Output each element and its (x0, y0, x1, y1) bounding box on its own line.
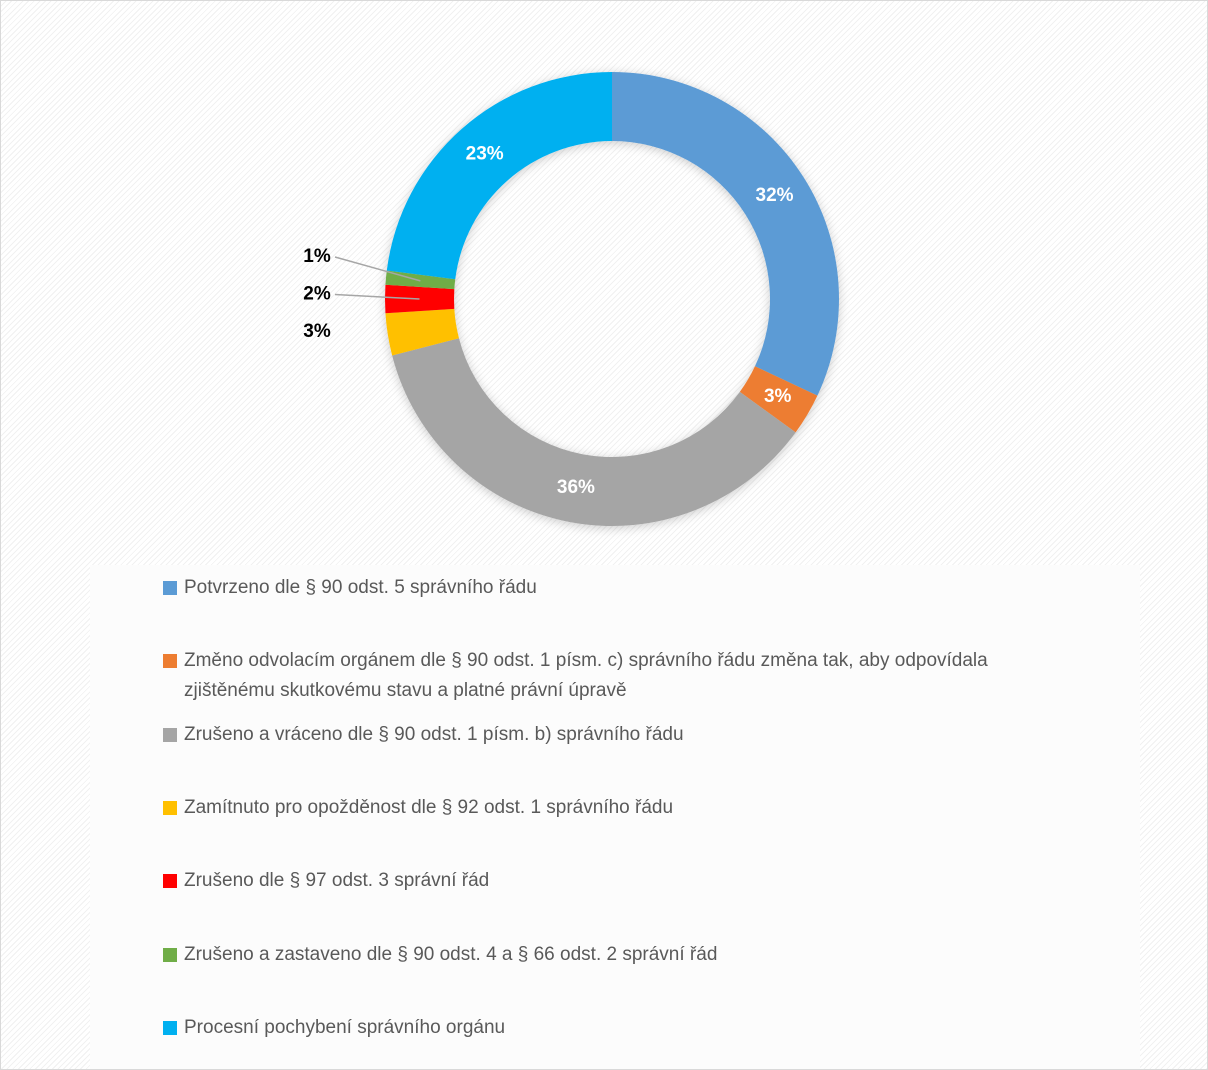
slice (386, 72, 612, 280)
data-label: 32% (756, 185, 794, 206)
legend-swatch (163, 947, 177, 962)
legend-swatch (163, 654, 177, 669)
slices (385, 72, 839, 526)
legend-swatch (163, 581, 177, 595)
data-label: 3% (764, 386, 792, 407)
legend-label: Zrušeno a zastaveno dle § 90 odst. 4 a §… (184, 943, 718, 965)
legend-swatch (163, 1020, 177, 1035)
legend-label: Potvrzeno dle § 90 odst. 5 správního řád… (184, 577, 537, 598)
legend-swatch (163, 727, 177, 742)
data-label: 2% (303, 284, 331, 305)
legend-item: Zrušeno dle § 97 odst. 3 správní řád (163, 866, 1083, 896)
legend-label: Zamítnuto pro opožděnost dle § 92 odst. … (184, 796, 674, 818)
slice (392, 338, 796, 526)
slice (385, 270, 456, 290)
legend-item: Zamítnuto pro opožděnost dle § 92 odst. … (163, 793, 1083, 823)
legend-label: Změno odvolacím orgánem dle § 90 odst. 1… (184, 650, 988, 702)
legend-item: Změno odvolacím orgánem dle § 90 odst. 1… (163, 646, 1083, 706)
legend: Potvrzeno dle § 90 odst. 5 správního řád… (90, 565, 1140, 1069)
slice (385, 308, 459, 356)
legend-swatch (163, 874, 177, 889)
legend-label: Procesní pochybení správního orgánu (184, 1016, 506, 1038)
data-label: 23% (466, 144, 504, 165)
data-label: 1% (303, 246, 331, 267)
legend-label: Zrušeno dle § 97 odst. 3 správní řád (184, 870, 490, 892)
legend-item: Potvrzeno dle § 90 odst. 5 správního řád… (163, 573, 1083, 603)
legend-item: Procesní pochybení správního orgánu (163, 1013, 1083, 1043)
leader-line (334, 256, 421, 282)
donut-chart: 32% 3% 36% 23% 3% 2% 1% (303, 72, 839, 526)
leader-line (334, 293, 420, 300)
legend-item: Zrušeno a zastaveno dle § 90 odst. 4 a §… (163, 940, 1083, 970)
legend-swatch (163, 800, 177, 815)
legend-item: Zrušeno a vráceno dle § 90 odst. 1 písm.… (163, 720, 1083, 750)
slice (739, 366, 818, 433)
data-label: 3% (303, 321, 331, 342)
data-label: 36% (557, 477, 595, 498)
legend-label: Zrušeno a vráceno dle § 90 odst. 1 písm.… (184, 723, 684, 745)
slice (612, 72, 839, 396)
slice (385, 284, 455, 314)
